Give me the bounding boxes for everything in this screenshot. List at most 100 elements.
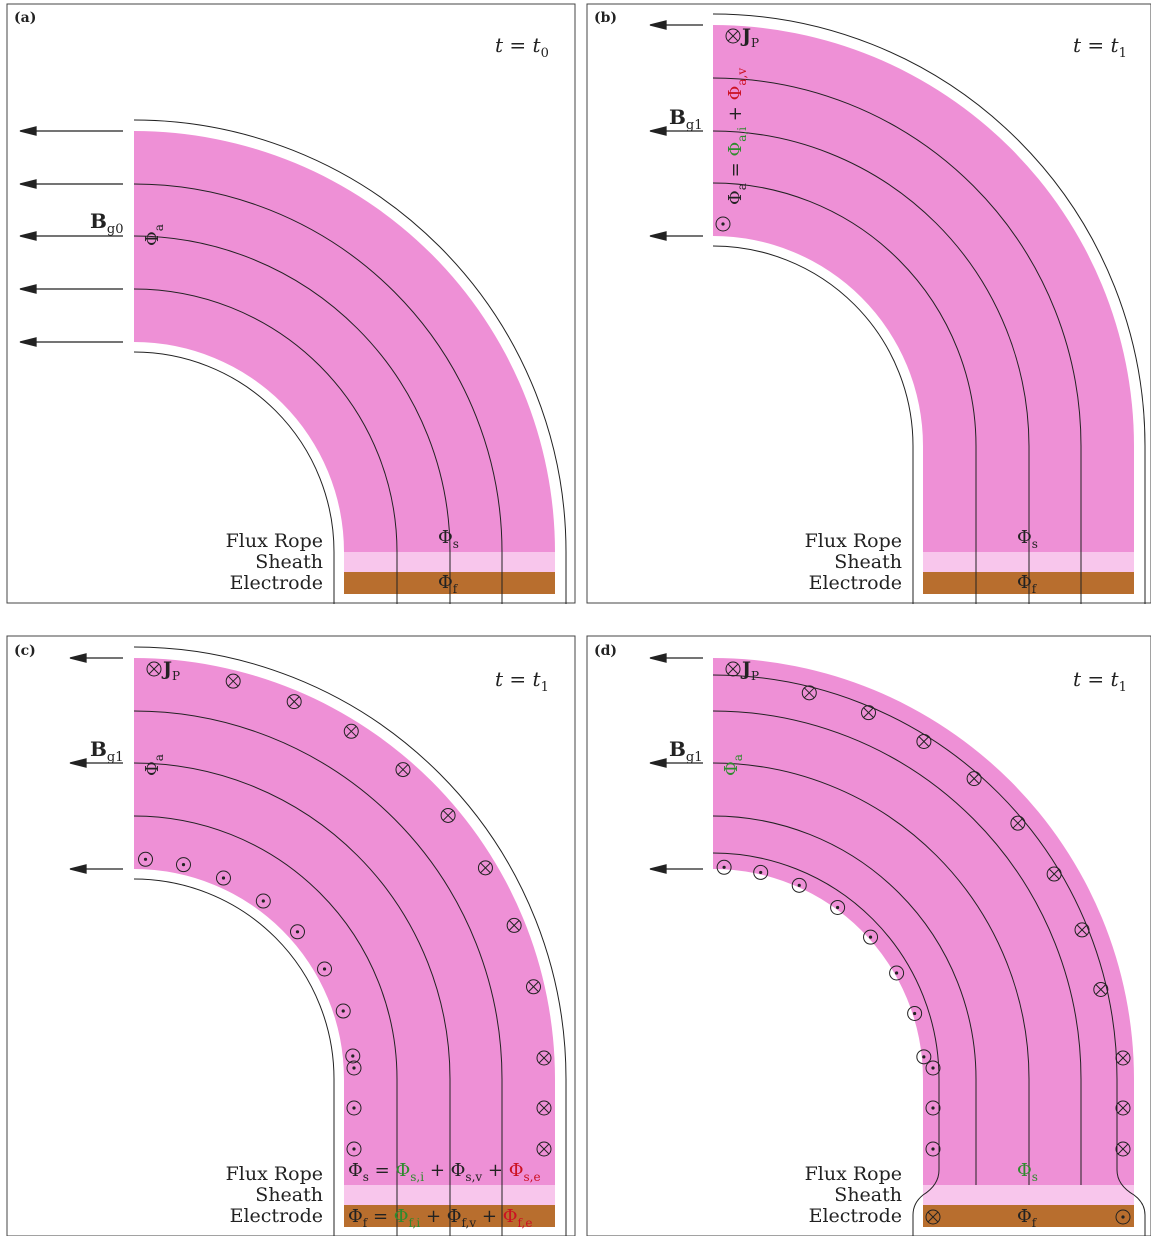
panel-b: (b) t = t1 Bg1 JP Φa = Φa,i + Φa,v Φs xyxy=(586,3,1151,604)
sheath-layer xyxy=(923,1185,1134,1205)
dot-marker xyxy=(175,857,191,873)
dot-marker xyxy=(335,1003,351,1019)
cross-marker xyxy=(1115,1141,1131,1157)
panel-c: (c) t = t1 Bg1 JP Φa Φs = Φs,i + Φs,v + … xyxy=(6,635,576,1236)
cross-marker xyxy=(395,762,411,778)
cross-marker xyxy=(1074,922,1090,938)
cross-marker xyxy=(536,1100,552,1116)
cross-marker xyxy=(1115,1050,1131,1066)
dot-marker xyxy=(916,1049,932,1065)
panel-label: (b) xyxy=(594,10,617,26)
time-label: t = t1 xyxy=(1073,667,1127,695)
dot-marker xyxy=(345,1048,361,1064)
cross-marker xyxy=(536,1141,552,1157)
sheath-flux-label: Φs xyxy=(1017,1160,1038,1184)
field-line xyxy=(133,815,398,1236)
dot-marker xyxy=(255,893,271,909)
inner-dot-markers xyxy=(716,859,941,1157)
axial-flux-equation: Φa = Φa,i + Φa,v xyxy=(725,68,749,205)
field-line xyxy=(133,235,451,604)
flux-rope-label: Flux Rope xyxy=(805,1163,902,1185)
inner-dot-markers xyxy=(138,851,362,1157)
field-line xyxy=(133,183,503,604)
outer-cross-markers xyxy=(801,685,1131,1157)
cross-marker xyxy=(1093,981,1109,997)
field-arrows xyxy=(649,653,703,874)
electrode-dot-marker xyxy=(1115,1209,1131,1225)
field-line xyxy=(712,710,1082,1185)
svg-text:t = t1: t = t1 xyxy=(1073,667,1127,695)
cross-marker xyxy=(1010,815,1026,831)
panel-label: (d) xyxy=(594,643,617,659)
b-field-label: Bg1 xyxy=(669,105,703,133)
electrode-label: Electrode xyxy=(230,1205,323,1227)
b-field-label: Bg1 xyxy=(669,737,703,765)
outer-boundary xyxy=(712,674,1146,1236)
electrode-cross-marker xyxy=(925,1209,941,1225)
svg-text:t = t1: t = t1 xyxy=(1073,33,1127,61)
dot-marker xyxy=(753,864,769,880)
panel-frame xyxy=(6,635,576,1236)
b-field-label: Bg1 xyxy=(90,737,124,765)
outer-boundary xyxy=(712,13,1146,604)
dot-marker xyxy=(716,859,732,875)
cross-marker xyxy=(286,694,302,710)
dot-marker xyxy=(289,924,305,940)
panel-frame xyxy=(586,635,1151,1236)
dot-marker xyxy=(791,877,807,893)
time-label: t = t0 xyxy=(495,33,549,61)
electrode-label: Electrode xyxy=(809,572,902,594)
svg-text:t = t1: t = t1 xyxy=(495,667,549,695)
inner-boundary xyxy=(712,852,940,1236)
electrode-flux-equation: Φf = Φf,i + Φf,v + Φf,e xyxy=(348,1206,532,1230)
field-line xyxy=(712,182,977,604)
field-arrows xyxy=(649,20,703,241)
inner-boundary xyxy=(133,351,335,604)
outer-cross-markers xyxy=(225,673,552,1157)
electrode-label: Electrode xyxy=(230,572,323,594)
dot-marker xyxy=(138,851,154,867)
panel-d: (d) t = t1 Bg1 JP Φa xyxy=(586,635,1151,1236)
flux-rope-label: Flux Rope xyxy=(805,530,902,552)
electrode-flux-label: Φf xyxy=(1017,572,1038,596)
dot-marker xyxy=(215,870,231,886)
dot-marker xyxy=(317,961,333,977)
dot-marker xyxy=(925,1141,941,1157)
svg-text:JP: JP xyxy=(740,658,759,683)
axial-flux-label: Φa xyxy=(142,224,166,246)
dot-marker xyxy=(346,1100,362,1116)
cross-marker xyxy=(916,733,932,749)
sheath-label: Sheath xyxy=(834,1184,902,1206)
current-density-label: JP xyxy=(725,658,759,683)
field-line xyxy=(712,130,1030,604)
dot-marker xyxy=(346,1060,362,1076)
cross-marker xyxy=(343,723,359,739)
axial-flux-label: Φa xyxy=(142,754,166,776)
svg-text:t = t0: t = t0 xyxy=(495,33,549,61)
svg-text:JP: JP xyxy=(740,25,759,50)
cross-marker xyxy=(861,705,877,721)
electrode-layer xyxy=(923,1205,1134,1227)
panel-frame xyxy=(6,3,576,604)
inner-boundary xyxy=(133,878,335,1236)
dot-marker xyxy=(715,216,731,232)
flux-rope-label: Flux Rope xyxy=(226,1163,323,1185)
sheath-label: Sheath xyxy=(834,551,902,573)
sheath-label: Sheath xyxy=(255,551,323,573)
sheath-label: Sheath xyxy=(255,1184,323,1206)
svg-text:Φa: Φa xyxy=(721,754,745,776)
dot-marker xyxy=(907,1005,923,1021)
current-density-label: JP xyxy=(725,25,759,50)
cross-marker xyxy=(525,979,541,995)
flux-rope-band xyxy=(134,131,555,552)
dot-marker xyxy=(346,1141,362,1157)
field-line xyxy=(712,815,977,1185)
field-line xyxy=(712,77,1082,604)
cross-marker xyxy=(225,673,241,689)
electrode-flux-label: Φf xyxy=(438,572,459,596)
outer-boundary xyxy=(133,119,567,604)
field-line xyxy=(712,762,1030,1185)
cross-marker xyxy=(801,685,817,701)
svg-text:Φa = Φa,i + Φa,v: Φa = Φa,i + Φa,v xyxy=(725,68,749,205)
